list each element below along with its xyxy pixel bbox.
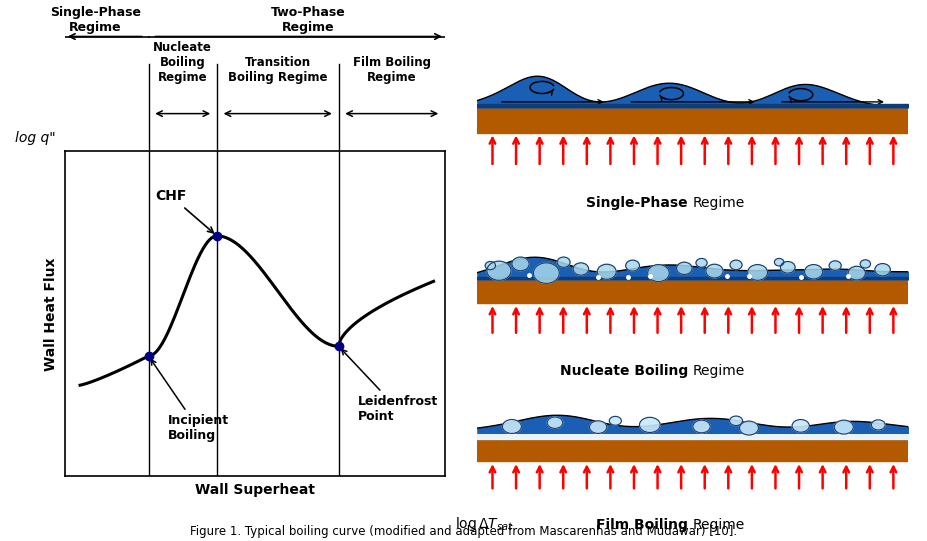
Text: CHF: CHF <box>156 189 213 233</box>
Circle shape <box>730 416 743 426</box>
Text: Film Boiling
Regime: Film Boiling Regime <box>353 56 431 84</box>
Bar <box>477 439 908 461</box>
Circle shape <box>512 257 529 270</box>
Y-axis label: Wall Heat Flux: Wall Heat Flux <box>44 257 58 371</box>
Circle shape <box>740 421 758 435</box>
Circle shape <box>748 265 768 280</box>
Circle shape <box>730 260 743 270</box>
Bar <box>477 107 908 133</box>
Circle shape <box>774 259 784 266</box>
Circle shape <box>875 263 890 276</box>
Text: Regime: Regime <box>692 196 745 210</box>
Text: Transition
Boiling Regime: Transition Boiling Regime <box>228 56 327 84</box>
Text: Single-Phase
Regime: Single-Phase Regime <box>50 6 141 34</box>
Text: Incipient
Boiling: Incipient Boiling <box>151 360 229 443</box>
Circle shape <box>533 263 559 283</box>
Circle shape <box>705 264 723 278</box>
Text: Figure 1. Typical boiling curve (modified and adapted from Mascarenhas and Mudaw: Figure 1. Typical boiling curve (modifie… <box>190 525 737 538</box>
Circle shape <box>573 263 589 275</box>
Circle shape <box>609 417 621 425</box>
Circle shape <box>626 260 640 271</box>
Text: Two-Phase
Regime: Two-Phase Regime <box>271 6 346 34</box>
X-axis label: Wall Superheat: Wall Superheat <box>195 483 315 497</box>
Circle shape <box>696 259 707 267</box>
Circle shape <box>805 265 822 279</box>
Text: log q": log q" <box>16 131 57 145</box>
Text: $\log\Delta T_{sat}$: $\log\Delta T_{sat}$ <box>455 515 514 533</box>
Circle shape <box>792 420 809 432</box>
Text: Leidenfrost
Point: Leidenfrost Point <box>342 349 438 423</box>
Circle shape <box>871 420 885 430</box>
Circle shape <box>860 260 870 268</box>
Circle shape <box>487 261 511 280</box>
Text: Nucleate Boiling: Nucleate Boiling <box>560 364 692 378</box>
Circle shape <box>781 261 795 273</box>
Circle shape <box>557 257 570 267</box>
Circle shape <box>597 264 616 279</box>
Circle shape <box>485 261 496 270</box>
Circle shape <box>640 417 660 432</box>
Text: Regime: Regime <box>692 518 745 532</box>
Text: Regime: Regime <box>692 364 745 378</box>
Circle shape <box>693 420 710 433</box>
Circle shape <box>590 421 606 433</box>
Circle shape <box>648 265 669 282</box>
Circle shape <box>547 417 563 428</box>
Circle shape <box>834 420 853 434</box>
Circle shape <box>848 266 866 280</box>
Text: Nucleate
Boiling
Regime: Nucleate Boiling Regime <box>153 41 212 84</box>
Bar <box>477 279 908 303</box>
Circle shape <box>829 261 841 270</box>
Circle shape <box>677 262 692 274</box>
Text: Single-Phase: Single-Phase <box>587 196 692 210</box>
Text: Film Boiling: Film Boiling <box>596 518 692 532</box>
Circle shape <box>502 420 521 433</box>
